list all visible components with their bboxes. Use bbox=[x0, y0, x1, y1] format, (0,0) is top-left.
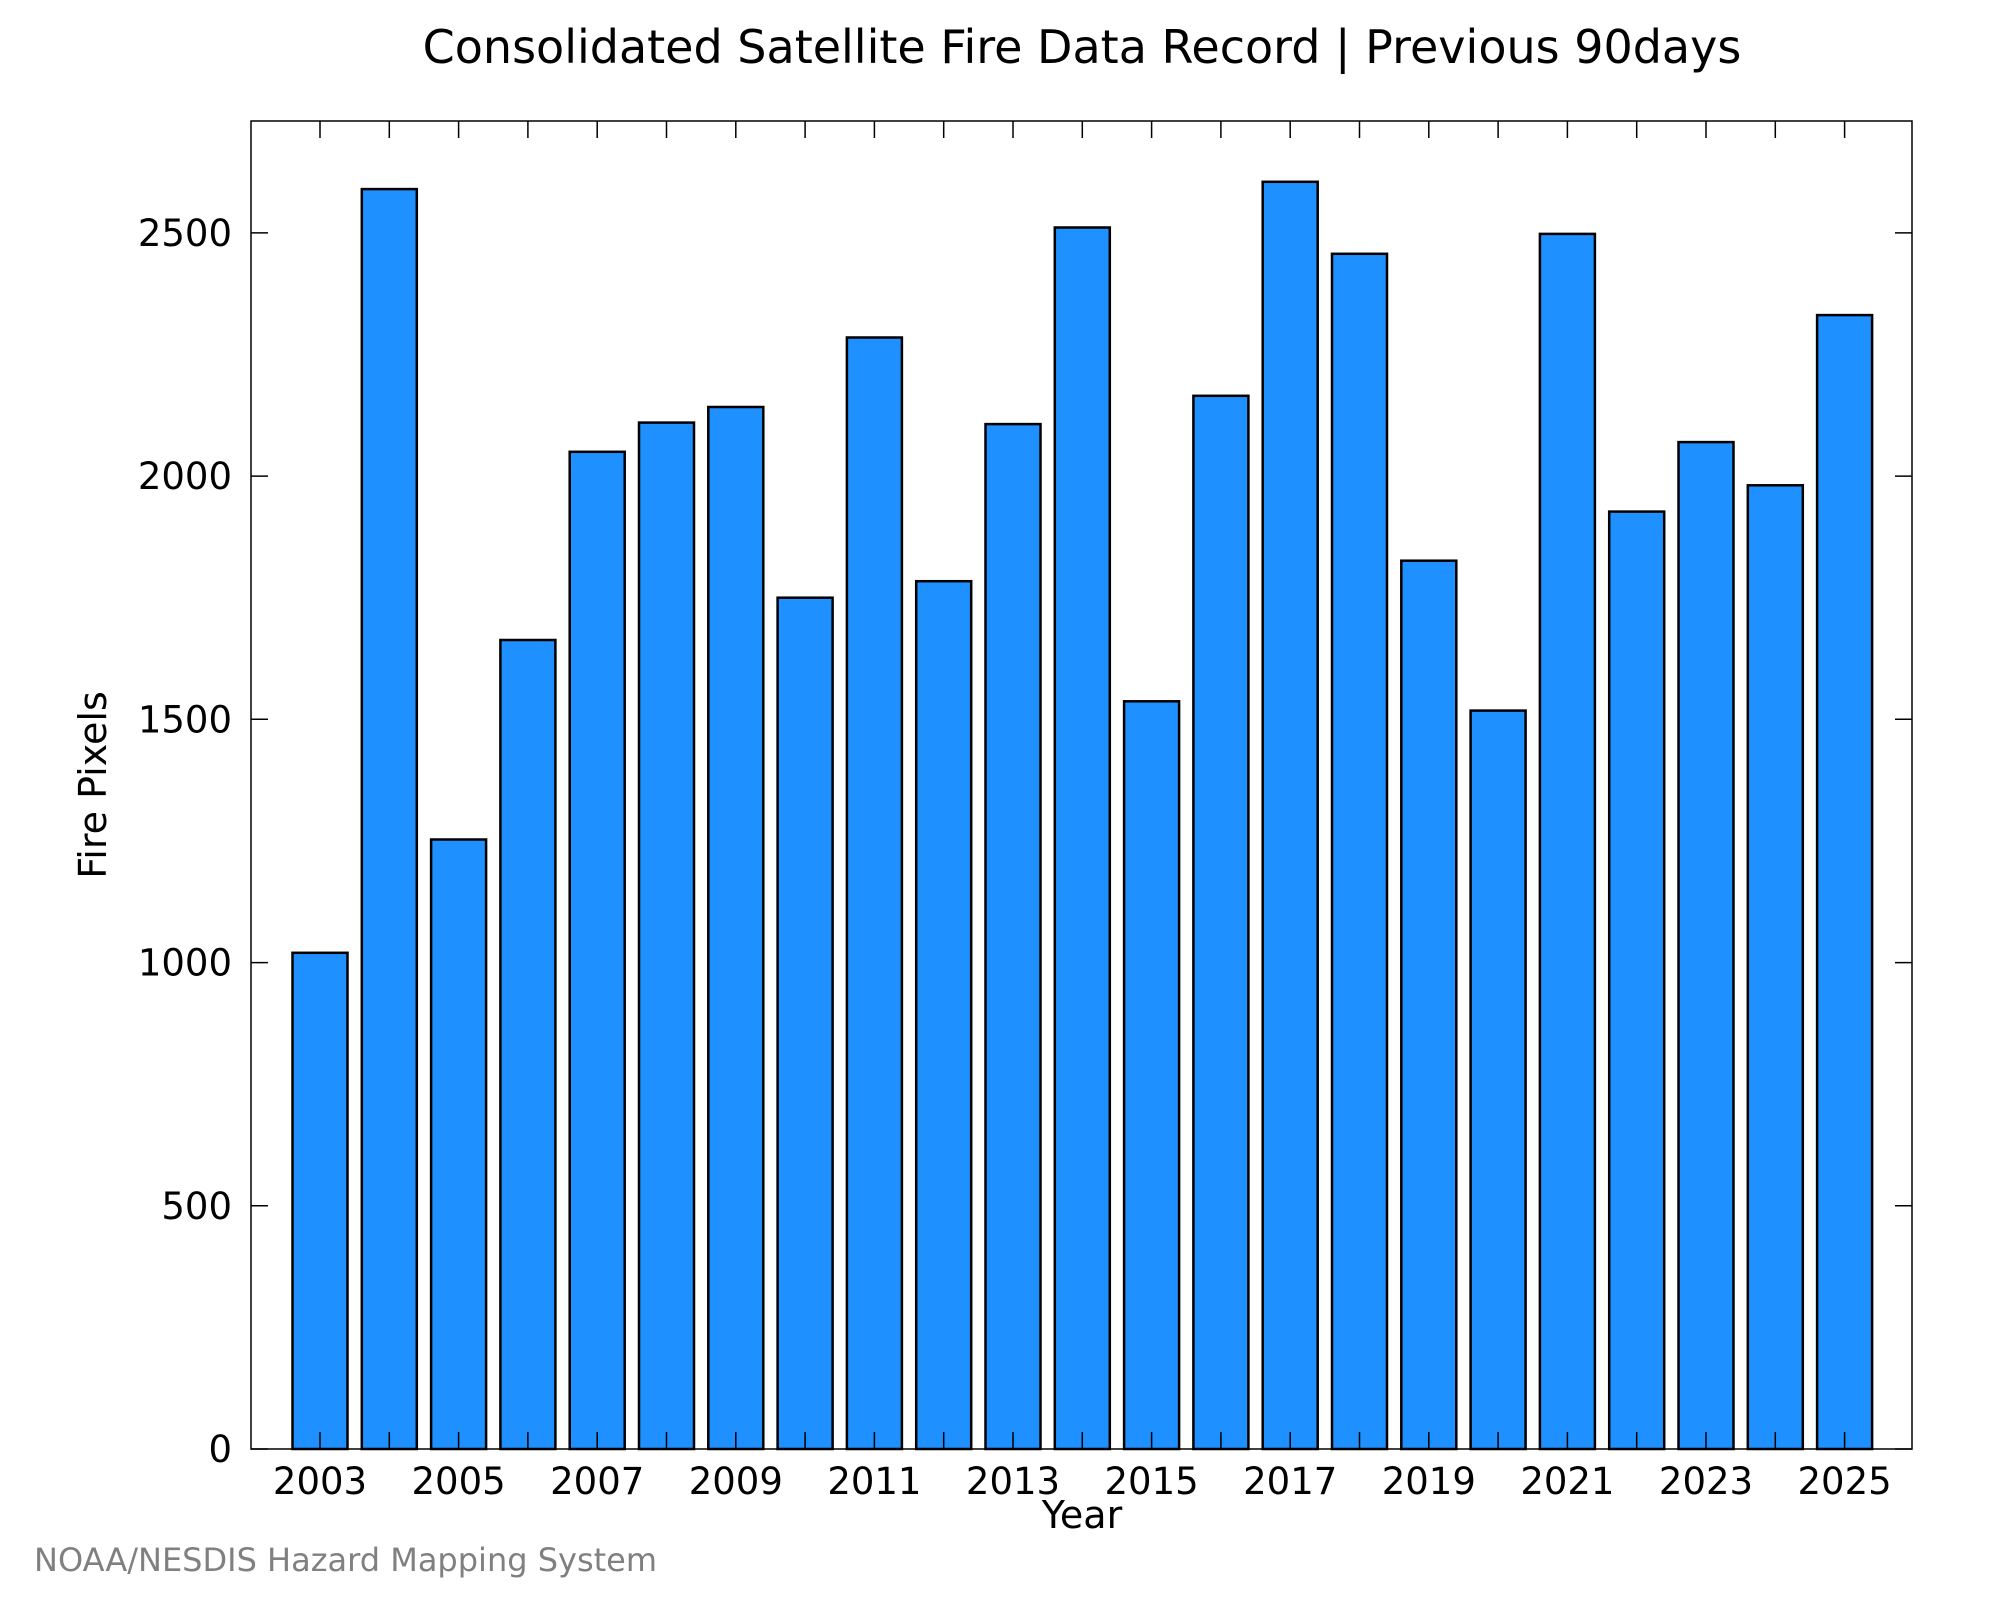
x-tick-label-2013: 2013 bbox=[966, 1460, 1060, 1503]
x-tick-label-2021: 2021 bbox=[1520, 1460, 1614, 1503]
y-tick-label-2500: 2500 bbox=[138, 212, 232, 255]
bar-2021 bbox=[1538, 232, 1597, 1451]
bar-2008 bbox=[637, 421, 696, 1451]
x-tick-label-2025: 2025 bbox=[1798, 1460, 1892, 1503]
x-tick-label-2023: 2023 bbox=[1659, 1460, 1753, 1503]
bars-layer bbox=[291, 180, 1874, 1451]
bar-2015 bbox=[1122, 700, 1181, 1451]
bar-2005 bbox=[429, 838, 488, 1451]
bar-2012 bbox=[914, 579, 973, 1451]
bar-2024 bbox=[1746, 484, 1805, 1451]
bar-2004 bbox=[360, 187, 419, 1451]
y-tick-label-500: 500 bbox=[161, 1185, 232, 1228]
y-tick-label-0: 0 bbox=[208, 1428, 232, 1471]
bar-2016 bbox=[1192, 394, 1250, 1451]
plot-frame bbox=[250, 120, 1913, 1450]
bar-2003 bbox=[291, 951, 349, 1451]
x-tick-label-2015: 2015 bbox=[1105, 1460, 1199, 1503]
y-axis-label: Fire Pixels bbox=[71, 691, 115, 879]
x-tick-label-2005: 2005 bbox=[412, 1460, 506, 1503]
x-tick-label-2009: 2009 bbox=[689, 1460, 783, 1503]
x-tick-label-2007: 2007 bbox=[550, 1460, 644, 1503]
bar-2007 bbox=[568, 450, 626, 1451]
x-tick-label-2017: 2017 bbox=[1243, 1460, 1337, 1503]
ticks-layer: 2003 2005 2007 2009 2011 2013 2015 2017 2019 2021… bbox=[138, 121, 1912, 1503]
bar-2020 bbox=[1469, 709, 1527, 1451]
bar-2010 bbox=[776, 596, 834, 1451]
bar-2019 bbox=[1400, 559, 1458, 1451]
y-tick-label-1000: 1000 bbox=[138, 942, 232, 985]
bar-2014 bbox=[1053, 226, 1112, 1451]
bar-2011 bbox=[845, 336, 904, 1451]
x-tick-label-2011: 2011 bbox=[827, 1460, 921, 1503]
bar-2006 bbox=[499, 638, 557, 1451]
bar-2017 bbox=[1261, 180, 1319, 1451]
credit-text: NOAA/NESDIS Hazard Mapping System bbox=[34, 1541, 657, 1579]
y-tick-label-1500: 1500 bbox=[138, 698, 232, 741]
bar-2013 bbox=[984, 422, 1042, 1451]
x-tick-label-2003: 2003 bbox=[273, 1460, 367, 1503]
chart-title: Consolidated Satellite Fire Data Record … bbox=[423, 20, 1742, 75]
bar-2022 bbox=[1607, 510, 1666, 1451]
bar-2018 bbox=[1330, 252, 1389, 1451]
x-axis-label: Year bbox=[1041, 1493, 1123, 1537]
bar-2025 bbox=[1815, 313, 1874, 1451]
y-tick-label-2000: 2000 bbox=[138, 455, 232, 498]
x-tick-label-2019: 2019 bbox=[1382, 1460, 1476, 1503]
bar-2023 bbox=[1677, 440, 1735, 1451]
bar-2009 bbox=[707, 405, 765, 1451]
